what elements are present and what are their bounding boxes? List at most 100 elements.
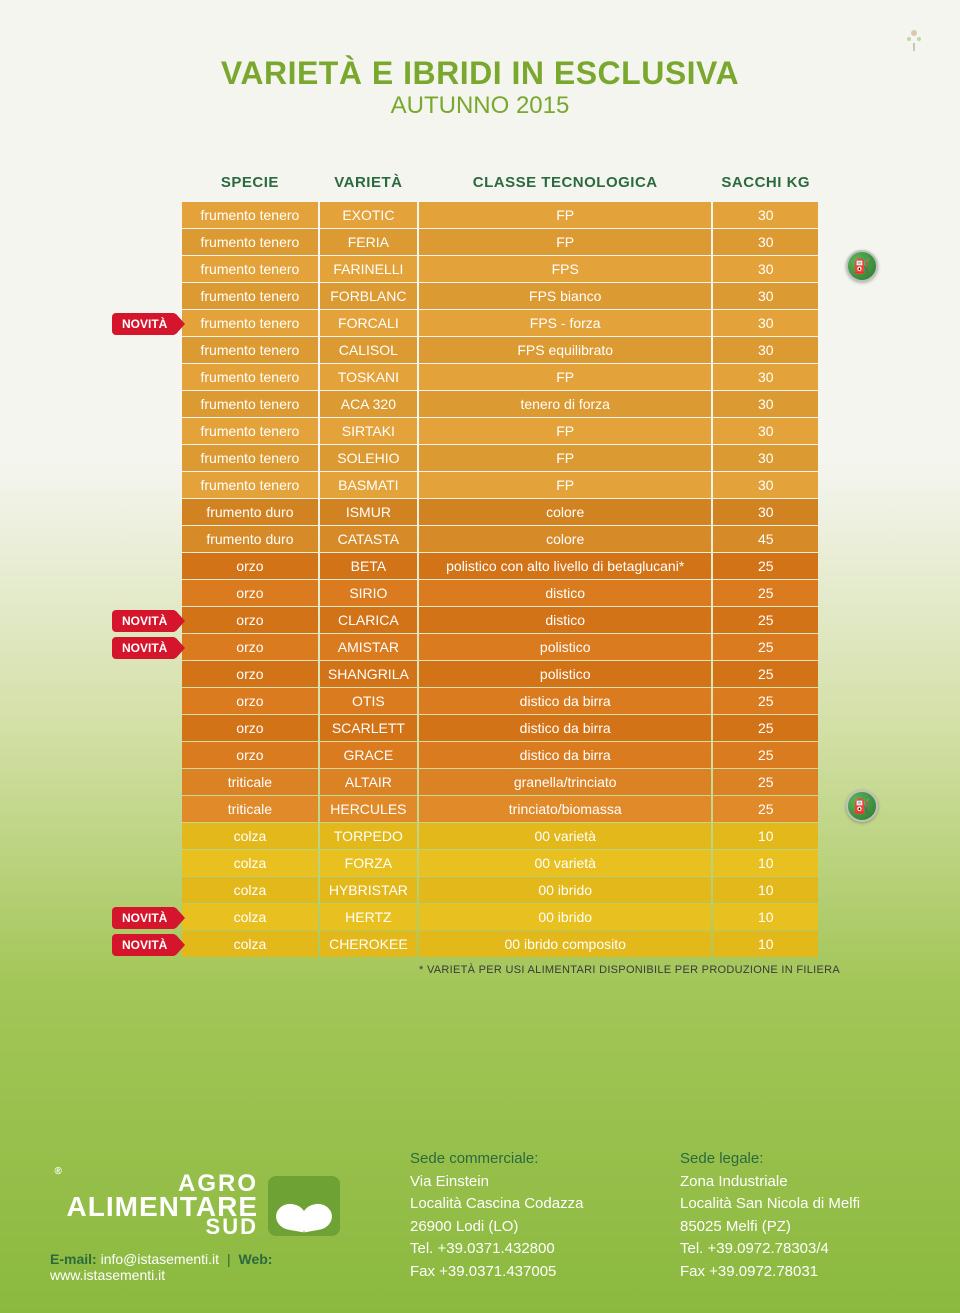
cell-varieta: GRACE (320, 742, 417, 768)
cell-sacchi: 30 (713, 337, 818, 363)
cell-classe: colore (419, 499, 712, 525)
cell-specie: NOVITÀcolza (182, 931, 318, 957)
cell-classe: FP (419, 364, 712, 390)
table-row: NOVITÀcolzaCHEROKEE00 ibrido composito10 (182, 931, 818, 957)
table-row: frumento duroCATASTAcolore45 (182, 526, 818, 552)
cell-classe: FP (419, 229, 712, 255)
corner-logo-icon (903, 25, 925, 53)
cell-specie: frumento tenero (182, 337, 318, 363)
cell-specie: colza (182, 823, 318, 849)
cell-sacchi: 30 (713, 310, 818, 336)
cell-varieta: CHEROKEE (320, 931, 417, 957)
cell-sacchi: 30 (713, 229, 818, 255)
table-row: frumento teneroFERIAFP30 (182, 229, 818, 255)
cell-specie: orzo (182, 553, 318, 579)
table-row: orzoGRACEdistico da birra25 (182, 742, 818, 768)
email-value: info@istasementi.it (101, 1251, 219, 1267)
cell-varieta: SCARLETT (320, 715, 417, 741)
separator: | (227, 1251, 231, 1267)
cell-specie: frumento tenero (182, 472, 318, 498)
table-row: NOVITÀfrumento teneroFORCALIFPS - forza3… (182, 310, 818, 336)
cell-varieta: FERIA (320, 229, 417, 255)
cell-varieta: FORCALI (320, 310, 417, 336)
table-row: NOVITÀcolzaHERTZ00 ibrido10 (182, 904, 818, 930)
cell-varieta: CALISOL (320, 337, 417, 363)
table-row: frumento teneroBASMATIFP30 (182, 472, 818, 498)
cell-classe: tenero di forza (419, 391, 712, 417)
commercial-line: Via Einstein (410, 1171, 640, 1194)
col-header-sacchi: SACCHI KG (713, 166, 818, 201)
table-row: frumento teneroCALISOLFPS equilibrato30 (182, 337, 818, 363)
cell-varieta: HYBRISTAR (320, 877, 417, 903)
cell-classe: 00 varietà (419, 850, 712, 876)
cell-classe: FP (419, 472, 712, 498)
col-header-specie: SPECIE (182, 166, 318, 201)
varieties-table: SPECIE VARIETÀ CLASSE TECNOLOGICA SACCHI… (180, 165, 820, 958)
cell-sacchi: 30 (713, 418, 818, 444)
cell-varieta: SOLEHIO (320, 445, 417, 471)
cell-classe: FPS (419, 256, 712, 282)
cell-sacchi: 30 (713, 391, 818, 417)
cell-specie: NOVITÀorzo (182, 634, 318, 660)
cell-varieta: FORBLANC (320, 283, 417, 309)
cell-sacchi: 45 (713, 526, 818, 552)
legal-line: 85025 Melfi (PZ) (680, 1216, 910, 1239)
fuel-icon (846, 790, 878, 822)
novita-badge: NOVITÀ (112, 934, 177, 956)
cell-varieta: FARINELLI (320, 256, 417, 282)
cell-specie: frumento tenero (182, 202, 318, 228)
col-header-varieta: VARIETÀ (320, 166, 417, 201)
cell-sacchi: 25 (713, 553, 818, 579)
cell-sacchi: 25 (713, 607, 818, 633)
cell-classe: polistico con alto livello di betaglucan… (419, 553, 712, 579)
cell-sacchi: 30 (713, 364, 818, 390)
cell-sacchi: 25 (713, 796, 818, 822)
col-header-classe: CLASSE TECNOLOGICA (419, 166, 712, 201)
cell-varieta: SHANGRILA (320, 661, 417, 687)
cell-specie: triticale (182, 769, 318, 795)
cell-classe: distico da birra (419, 742, 712, 768)
table-row: colzaFORZA00 varietà10 (182, 850, 818, 876)
cell-specie: NOVITÀfrumento tenero (182, 310, 318, 336)
cell-varieta: ALTAIR (320, 769, 417, 795)
cell-varieta: SIRIO (320, 580, 417, 606)
cell-specie: NOVITÀorzo (182, 607, 318, 633)
cell-sacchi: 30 (713, 283, 818, 309)
cell-specie: frumento duro (182, 526, 318, 552)
novita-badge: NOVITÀ (112, 610, 177, 632)
table-row: triticaleHERCULEStrinciato/biomassa25 (182, 796, 818, 822)
commercial-heading: Sede commerciale: (410, 1148, 640, 1171)
fuel-icon (846, 250, 878, 282)
footnote-text: * VARIETÀ PER USI ALIMENTARI DISPONIBILE… (50, 964, 840, 976)
leaf-icon (268, 1176, 340, 1236)
legal-line: Tel. +39.0972.78303/4 (680, 1238, 910, 1261)
table-row: NOVITÀorzoCLARICAdistico25 (182, 607, 818, 633)
email-label: E-mail: (50, 1251, 97, 1267)
novita-badge: NOVITÀ (112, 637, 177, 659)
cell-varieta: ACA 320 (320, 391, 417, 417)
cell-specie: frumento tenero (182, 256, 318, 282)
cell-sacchi: 10 (713, 904, 818, 930)
table-row: colzaHYBRISTAR00 ibrido10 (182, 877, 818, 903)
cell-classe: FP (419, 445, 712, 471)
cell-sacchi: 25 (713, 715, 818, 741)
cell-classe: distico da birra (419, 715, 712, 741)
legal-address: Sede legale: Zona IndustrialeLocalità Sa… (680, 1148, 910, 1283)
cell-sacchi: 25 (713, 634, 818, 660)
cell-specie: colza (182, 877, 318, 903)
cell-classe: polistico (419, 634, 712, 660)
cell-specie: orzo (182, 742, 318, 768)
cell-varieta: TOSKANI (320, 364, 417, 390)
table-row: frumento teneroFARINELLIFPS30 (182, 256, 818, 282)
table-row: frumento teneroACA 320tenero di forza30 (182, 391, 818, 417)
cell-specie: frumento tenero (182, 229, 318, 255)
legal-line: Fax +39.0972.78031 (680, 1261, 910, 1284)
table-row: frumento duroISMURcolore30 (182, 499, 818, 525)
footer: AGRO ALIMENTARE SUD E-mail: info@istasem… (50, 1148, 910, 1283)
web-value: www.istasementi.it (50, 1267, 165, 1283)
novita-badge: NOVITÀ (112, 313, 177, 335)
cell-varieta: HERCULES (320, 796, 417, 822)
table-row: orzoSIRIOdistico25 (182, 580, 818, 606)
cell-specie: frumento tenero (182, 418, 318, 444)
table-row: orzoSCARLETTdistico da birra25 (182, 715, 818, 741)
